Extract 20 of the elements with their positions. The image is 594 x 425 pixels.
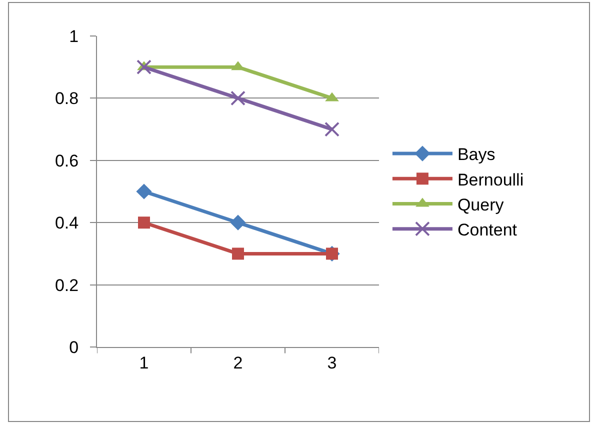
point bbox=[230, 90, 246, 106]
y-tick-label: 0.2 bbox=[54, 276, 79, 295]
legend-label: Query bbox=[457, 195, 504, 214]
legend-label: Bernoulli bbox=[457, 170, 524, 190]
point bbox=[138, 216, 150, 229]
x-tick-label: 2 bbox=[233, 353, 243, 372]
point bbox=[324, 122, 340, 137]
legend-label: Content bbox=[457, 220, 518, 240]
y-tick-label: 0.8 bbox=[54, 89, 79, 108]
point bbox=[136, 60, 152, 75]
point bbox=[136, 184, 152, 200]
y-tick-label: 0.6 bbox=[54, 151, 79, 170]
x-tick-label: 3 bbox=[327, 353, 337, 372]
point bbox=[232, 248, 244, 260]
point bbox=[230, 214, 246, 230]
y-tick-label: 1 bbox=[69, 26, 79, 46]
y-tick-label: 0.4 bbox=[54, 214, 79, 233]
x-tick-label: 1 bbox=[139, 353, 149, 372]
legend-label: Bays bbox=[457, 145, 496, 164]
y-tick-label: 0 bbox=[69, 338, 79, 357]
